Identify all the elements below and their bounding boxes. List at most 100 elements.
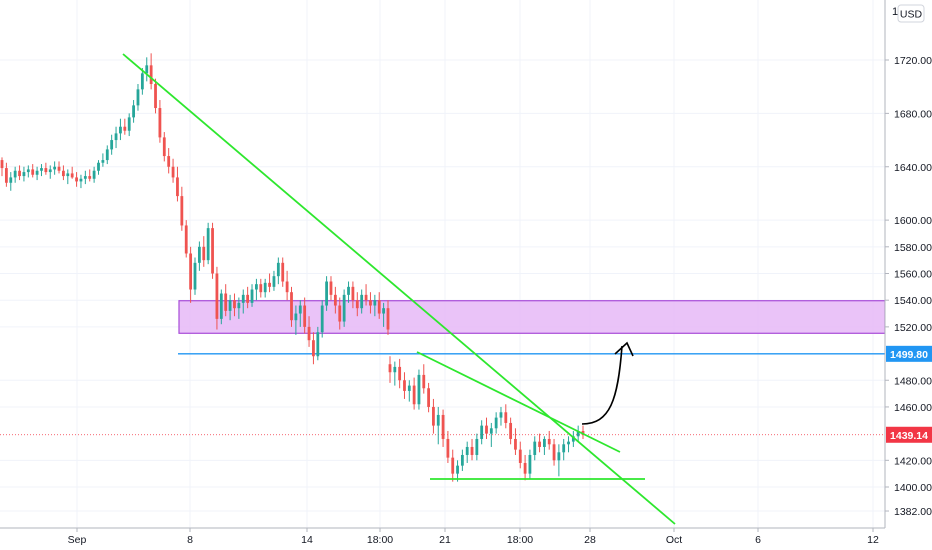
candle [407,380,411,402]
candle [66,169,70,185]
candle [97,160,100,175]
time-tick-label: 21 [439,534,451,546]
resistance-zone[interactable] [178,300,886,334]
price-tick-label: 1540.00 [894,295,932,307]
candle [329,276,333,301]
candle [333,286,337,314]
candle [509,417,513,445]
candle [9,172,13,191]
candle [417,369,421,410]
price-badge [886,345,932,362]
time-tick-label: 6 [755,534,761,546]
candle [132,100,135,123]
candle [241,289,245,314]
price-axis[interactable]: 1720.00 1680.00 1640.00 1600.00 1580.00 1560.… [884,0,932,528]
trendlines[interactable] [122,53,676,525]
candle [571,430,575,447]
price-badge-label: 1439.14 [890,430,928,442]
candle [285,270,289,301]
candle [246,286,250,309]
candle [18,165,21,181]
candle [31,164,35,178]
candle [268,273,271,293]
candle [101,153,105,167]
projection-annotation[interactable] [581,341,634,425]
candle [303,297,307,334]
candle [259,278,263,298]
candle [224,284,228,317]
time-tick-label: Oct [666,534,682,546]
candle [552,438,556,466]
candle [432,398,435,434]
currency-badge[interactable]: USD [897,4,925,23]
time-axis-ticks: Sep 8 14 18:00 21 18:00 28 Oct 6 12 [68,528,879,546]
candle [441,409,445,447]
candle [523,454,527,481]
price-tick-label: 1580.00 [894,242,932,254]
time-tick-label: 14 [301,534,313,546]
candle [504,404,508,429]
candle [398,358,402,389]
main-downtrend-line[interactable] [122,53,676,525]
candle [22,166,26,182]
resistance-zone-group[interactable] [178,300,886,334]
candle [0,157,4,177]
time-axis[interactable]: Sep 8 14 18:00 21 18:00 28 Oct 6 12 [0,527,932,550]
price-axis-partial-label: 1 [892,6,898,18]
candle [294,305,298,335]
candle [475,433,479,461]
candle [167,148,171,174]
candle [533,436,537,461]
price-badge-label: 1499.80 [890,349,928,361]
candle [422,364,426,394]
candle [290,286,293,327]
candle [228,294,232,321]
candle [35,166,39,181]
candle [412,377,416,410]
price-tick-label: 1480.00 [894,375,932,387]
candle [446,430,450,463]
candle [576,425,580,442]
candle [307,316,311,347]
upper-wedge-line[interactable] [416,351,621,453]
candle [206,222,210,265]
candle [393,361,397,386]
price-badge [886,426,932,443]
candle [237,297,241,319]
candle [40,164,43,177]
price-tick-label: 1720.00 [894,55,932,67]
candle [149,53,153,90]
candle [263,278,267,298]
candle [465,441,469,463]
candle [514,428,517,455]
candle [44,162,48,175]
candle [75,172,78,187]
price-badges: 1499.80 1439.14 [886,345,932,443]
candle [364,284,368,306]
candle [494,412,498,434]
price-tick-label: 1382.00 [894,506,932,518]
time-tick-label: 18:00 [507,534,533,546]
projection-arrow[interactable] [581,345,623,425]
candle [83,170,87,185]
candle [480,420,484,445]
candle [382,302,386,327]
candle [162,132,166,162]
candle [485,417,488,439]
candle [136,84,140,111]
candle [386,300,390,335]
candle [562,438,566,461]
candle [193,257,197,295]
candle [342,289,346,327]
candle [388,356,392,383]
time-tick-label: 12 [867,534,879,546]
candle [79,174,83,189]
candle [211,222,214,279]
candle [499,406,503,426]
candle [557,444,561,477]
candle [460,449,464,471]
candle [547,430,551,450]
candle [347,281,350,303]
candle [219,289,223,325]
